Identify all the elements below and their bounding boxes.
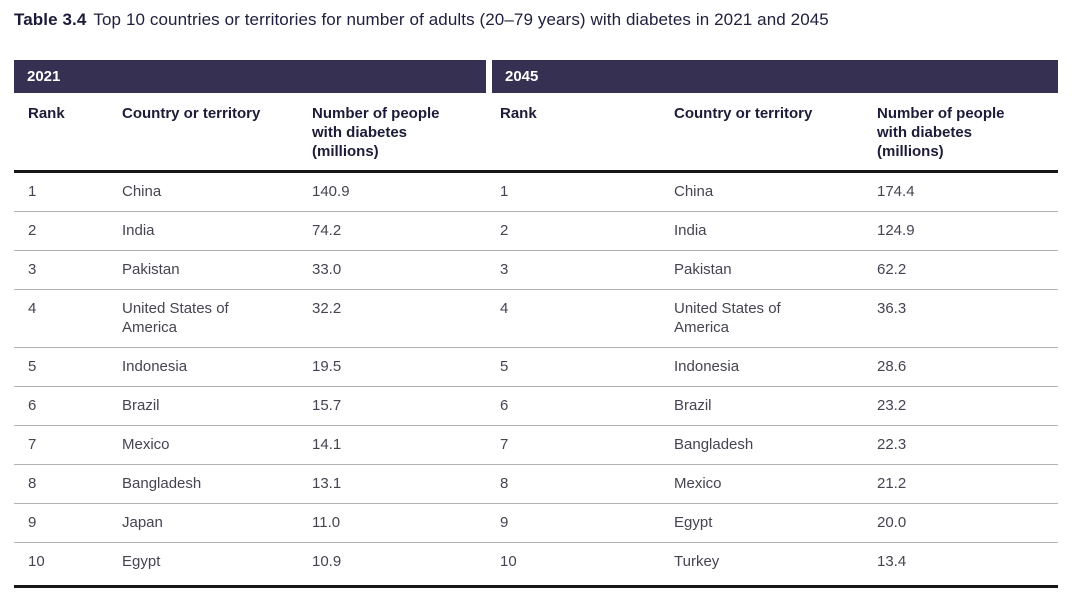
- country-cell: Brazil: [674, 397, 712, 414]
- country-cell: Indonesia: [122, 358, 188, 375]
- value-cell: 11.0: [312, 514, 341, 531]
- rank-cell: 10: [28, 553, 45, 570]
- value-cell: 28.6: [877, 358, 907, 375]
- rank-cell: 1: [28, 183, 37, 200]
- country-cell: United States of America: [122, 300, 229, 336]
- rank-cell: 8: [500, 475, 509, 492]
- rank-cell: 6: [28, 397, 37, 414]
- value-cell: 124.9: [877, 222, 915, 239]
- diabetes-table: 2021 2045 Rank Country or territory Numb…: [14, 60, 1058, 588]
- table-row: 6 Brazil 15.7 6 Brazil 23.2: [14, 387, 1058, 426]
- value-cell: 32.2: [312, 300, 342, 317]
- table-row: 9 Japan 11.0 9 Egypt 20.0: [14, 504, 1058, 543]
- table-row: 4 United States of America 32.2 4 United…: [14, 290, 1058, 348]
- value-cell: 13.4: [877, 553, 907, 570]
- country-cell: Turkey: [674, 553, 720, 570]
- value-cell: 140.9: [312, 183, 350, 200]
- table-row: 8 Bangladesh 13.1 8 Mexico 21.2: [14, 465, 1058, 504]
- column-header-rank-2021: Rank: [28, 105, 65, 122]
- value-cell: 36.3: [877, 300, 907, 317]
- rank-cell: 2: [28, 222, 37, 239]
- rank-cell: 10: [500, 553, 517, 570]
- rank-cell: 1: [500, 183, 509, 200]
- country-cell: Egypt: [674, 514, 713, 531]
- rank-cell: 7: [500, 436, 509, 453]
- value-cell: 33.0: [312, 261, 342, 278]
- value-cell: 62.2: [877, 261, 907, 278]
- table-caption-label: Table 3.4: [14, 10, 87, 29]
- country-cell: Bangladesh: [674, 436, 754, 453]
- country-cell: China: [122, 183, 162, 200]
- rank-cell: 5: [500, 358, 509, 375]
- column-header-row: Rank Country or territory Number of peop…: [14, 93, 1058, 173]
- country-cell: Mexico: [674, 475, 722, 492]
- rank-cell: 4: [28, 300, 37, 317]
- value-cell: 13.1: [312, 475, 342, 492]
- table-row: 1 China 140.9 1 China 174.4: [14, 173, 1058, 212]
- value-cell: 19.5: [312, 358, 342, 375]
- rank-cell: 2: [500, 222, 509, 239]
- table-caption: Table 3.4 Top 10 countries or territories…: [14, 10, 829, 30]
- rank-cell: 3: [28, 261, 37, 278]
- country-cell: Mexico: [122, 436, 170, 453]
- rank-cell: 3: [500, 261, 509, 278]
- country-cell: Indonesia: [674, 358, 740, 375]
- country-cell: China: [674, 183, 714, 200]
- country-cell: Egypt: [122, 553, 161, 570]
- rank-cell: 9: [28, 514, 37, 531]
- column-header-country-2021: Country or territory: [122, 105, 261, 122]
- year-band-2045: 2045: [492, 60, 1058, 93]
- year-band-row: 2021 2045: [14, 60, 1058, 93]
- table-row: 2 India 74.2 2 India 124.9: [14, 212, 1058, 251]
- value-cell: 21.2: [877, 475, 907, 492]
- country-cell: Bangladesh: [122, 475, 202, 492]
- column-header-value-2021: Number of people with diabetes (millions…: [312, 105, 440, 160]
- country-cell: India: [674, 222, 707, 239]
- rank-cell: 5: [28, 358, 37, 375]
- country-cell: Brazil: [122, 397, 160, 414]
- table-row: 3 Pakistan 33.0 3 Pakistan 62.2: [14, 251, 1058, 290]
- value-cell: 20.0: [877, 514, 907, 531]
- value-cell: 23.2: [877, 397, 907, 414]
- table-row: 7 Mexico 14.1 7 Bangladesh 22.3: [14, 426, 1058, 465]
- year-band-2021: 2021: [14, 60, 486, 93]
- value-cell: 14.1: [312, 436, 342, 453]
- column-header-country-2045: Country or territory: [674, 105, 813, 122]
- value-cell: 74.2: [312, 222, 342, 239]
- table-caption-text: Top 10 countries or territories for numb…: [93, 10, 829, 29]
- country-cell: Pakistan: [122, 261, 180, 278]
- value-cell: 174.4: [877, 183, 915, 200]
- table-row: 5 Indonesia 19.5 5 Indonesia 28.6: [14, 348, 1058, 387]
- rank-cell: 9: [500, 514, 509, 531]
- column-header-rank-2045: Rank: [500, 105, 537, 122]
- rank-cell: 4: [500, 300, 509, 317]
- rank-cell: 8: [28, 475, 37, 492]
- value-cell: 10.9: [312, 553, 342, 570]
- value-cell: 15.7: [312, 397, 342, 414]
- rank-cell: 7: [28, 436, 37, 453]
- column-header-value-2045: Number of people with diabetes (millions…: [877, 105, 1005, 160]
- country-cell: United States of America: [674, 300, 781, 336]
- country-cell: Japan: [122, 514, 163, 531]
- country-cell: Pakistan: [674, 261, 732, 278]
- country-cell: India: [122, 222, 155, 239]
- rank-cell: 6: [500, 397, 509, 414]
- value-cell: 22.3: [877, 436, 907, 453]
- table-row: 10 Egypt 10.9 10 Turkey 13.4: [14, 543, 1058, 588]
